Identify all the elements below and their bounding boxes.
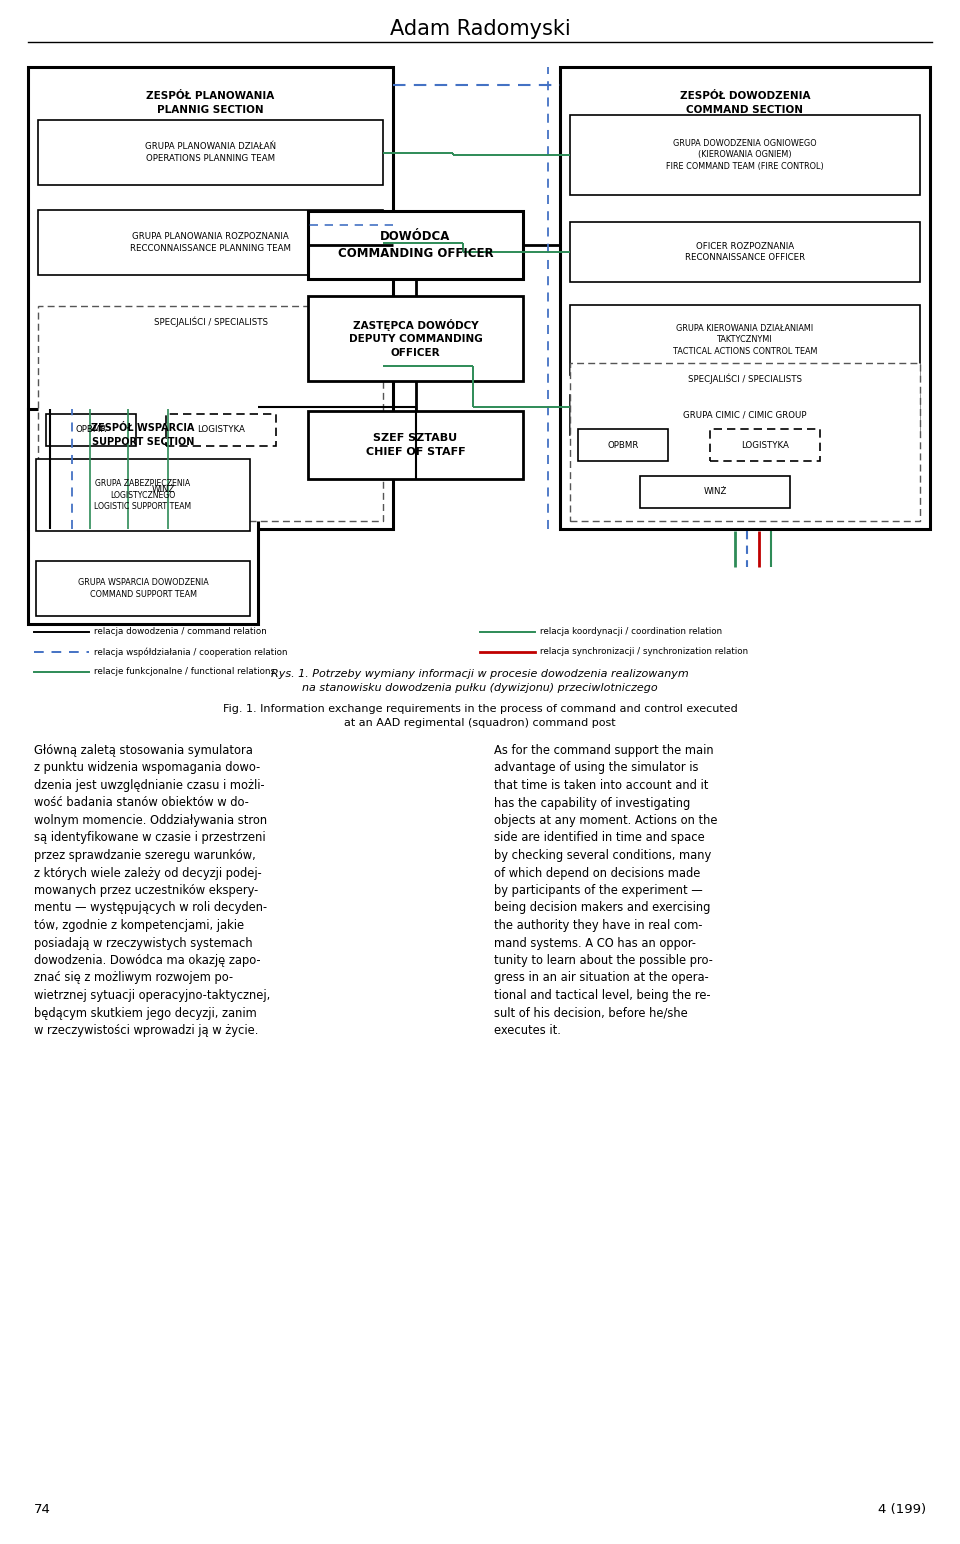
Text: As for the command support the main
advantage of using the simulator is
that tim: As for the command support the main adva… xyxy=(494,744,717,1038)
Polygon shape xyxy=(38,120,383,185)
Polygon shape xyxy=(570,363,920,520)
Text: ZESPÓŁ DOWODZENIA
COMMAND SECTION: ZESPÓŁ DOWODZENIA COMMAND SECTION xyxy=(680,91,810,114)
Text: DOWÓDCA
COMMANDING OFFICER: DOWÓDCA COMMANDING OFFICER xyxy=(338,230,493,259)
Polygon shape xyxy=(28,409,258,624)
Polygon shape xyxy=(38,210,383,275)
Polygon shape xyxy=(308,212,523,279)
Polygon shape xyxy=(578,429,668,462)
Text: GRUPA PLANOWANIA ROZPOZNANIA
RECCONNAISSANCE PLANNING TEAM: GRUPA PLANOWANIA ROZPOZNANIA RECCONNAISS… xyxy=(130,232,291,253)
Text: WINŻ: WINŻ xyxy=(704,488,727,497)
Text: Główną zaletą stosowania symulatora
z punktu widzenia wspomagania dowo-
dzenia j: Główną zaletą stosowania symulatora z pu… xyxy=(34,744,271,1038)
Polygon shape xyxy=(38,306,383,520)
Text: relacja współdziałania / cooperation relation: relacja współdziałania / cooperation rel… xyxy=(94,647,287,656)
Polygon shape xyxy=(166,414,276,446)
Polygon shape xyxy=(308,411,523,479)
Text: OPBMR: OPBMR xyxy=(75,426,107,434)
Text: relacje funkcjonalne / functional relations: relacje funkcjonalne / functional relati… xyxy=(94,667,276,676)
Text: SZEF SZTABU
CHIEF OF STAFF: SZEF SZTABU CHIEF OF STAFF xyxy=(366,434,466,457)
Polygon shape xyxy=(570,222,920,283)
Text: 74: 74 xyxy=(34,1502,51,1516)
Polygon shape xyxy=(570,306,920,375)
Text: GRUPA WSPARCIA DOWODZENIA
COMMAND SUPPORT TEAM: GRUPA WSPARCIA DOWODZENIA COMMAND SUPPOR… xyxy=(78,577,208,599)
Text: LOGISTYKA: LOGISTYKA xyxy=(741,440,789,449)
Text: SPECJALIŚCI / SPECIALISTS: SPECJALIŚCI / SPECIALISTS xyxy=(688,374,802,384)
Text: GRUPA CIMIC / CIMIC GROUP: GRUPA CIMIC / CIMIC GROUP xyxy=(684,411,806,420)
Text: ZASTĘPCA DOWÓDCY
DEPUTY COMMANDING
OFFICER: ZASTĘPCA DOWÓDCY DEPUTY COMMANDING OFFIC… xyxy=(348,320,482,358)
Polygon shape xyxy=(570,114,920,195)
Text: relacja koordynacji / coordination relation: relacja koordynacji / coordination relat… xyxy=(540,627,722,636)
Text: Rys. 1. Potrzeby wymiany informacji w procesie dowodzenia realizowanym
na stanow: Rys. 1. Potrzeby wymiany informacji w pr… xyxy=(271,669,689,693)
Text: OFICER ROZPOZNANIA
RECONNAISSANCE OFFICER: OFICER ROZPOZNANIA RECONNAISSANCE OFFICE… xyxy=(684,241,805,262)
Polygon shape xyxy=(308,296,523,381)
Text: WINŻ: WINŻ xyxy=(152,485,175,494)
Polygon shape xyxy=(560,66,930,530)
Text: Fig. 1. Information exchange requirements in the process of command and control : Fig. 1. Information exchange requirement… xyxy=(223,704,737,729)
Polygon shape xyxy=(88,474,238,506)
Text: ZESPÓŁ PLANOWANIA
PLANNIG SECTION: ZESPÓŁ PLANOWANIA PLANNIG SECTION xyxy=(146,91,275,114)
Polygon shape xyxy=(640,476,790,508)
Text: relacja synchronizacji / synchronization relation: relacja synchronizacji / synchronization… xyxy=(540,647,748,656)
Text: GRUPA PLANOWANIA DZIAŁAŃ
OPERATIONS PLANNING TEAM: GRUPA PLANOWANIA DZIAŁAŃ OPERATIONS PLAN… xyxy=(145,142,276,164)
Text: relacja dowodzenia / command relation: relacja dowodzenia / command relation xyxy=(94,627,267,636)
Polygon shape xyxy=(710,429,820,462)
Text: SPECJALIŚCI / SPECIALISTS: SPECJALIŚCI / SPECIALISTS xyxy=(154,317,268,327)
Text: Adam Radomyski: Adam Radomyski xyxy=(390,19,570,39)
Polygon shape xyxy=(36,459,250,531)
Text: GRUPA KIEROWANIA DZIAŁANIAMI
TAKTYCZNYMI
TACTICAL ACTIONS CONTROL TEAM: GRUPA KIEROWANIA DZIAŁANIAMI TAKTYCZNYMI… xyxy=(673,324,817,357)
Text: GRUPA DOWODZENIA OGNIOWEGO
(KIEROWANIA OGNIEM)
FIRE COMMAND TEAM (FIRE CONTROL): GRUPA DOWODZENIA OGNIOWEGO (KIEROWANIA O… xyxy=(666,139,824,171)
Text: OPBMR: OPBMR xyxy=(608,440,638,449)
Text: LOGISTYKA: LOGISTYKA xyxy=(197,426,245,434)
Polygon shape xyxy=(570,395,920,435)
Polygon shape xyxy=(46,414,136,446)
Polygon shape xyxy=(36,560,250,616)
Text: GRUPA ZABEZPIECZENIA
LOGISTYCZNEGO
LOGISTIC SUPPORT TEAM: GRUPA ZABEZPIECZENIA LOGISTYCZNEGO LOGIS… xyxy=(94,479,192,511)
Text: 4 (199): 4 (199) xyxy=(877,1502,926,1516)
Polygon shape xyxy=(28,66,393,530)
Text: ZESPÓŁ WSPARCIA
SUPPORT SECTION: ZESPÓŁ WSPARCIA SUPPORT SECTION xyxy=(91,423,195,446)
